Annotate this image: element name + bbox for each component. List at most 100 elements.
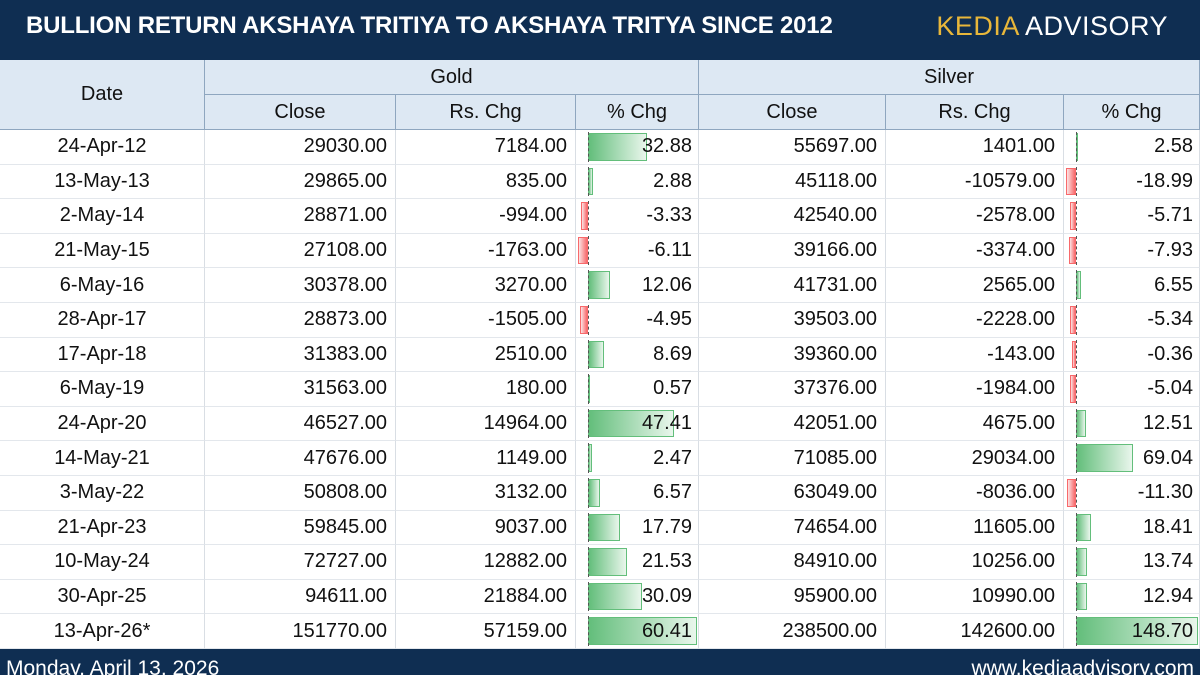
silver-pct-chg-cell: -7.93 [1064, 233, 1200, 269]
silver-close-cell: 37376.00 [699, 372, 886, 407]
silver-close-cell: 42540.00 [699, 199, 886, 234]
date-cell: 6-May-16 [0, 268, 205, 303]
footer-website-link[interactable]: www.kediaadvisory.com [971, 657, 1194, 680]
gold-rs-chg-cell: 9037.00 [396, 510, 576, 546]
silver-close-header[interactable]: Close [699, 95, 886, 130]
zero-axis-line [1076, 374, 1077, 404]
gold-close-cell: 46527.00 [205, 406, 396, 442]
gold-group-header: Gold [205, 60, 699, 95]
gold-rs-chg-cell: 57159.00 [396, 614, 576, 649]
gold-pct-chg-cell: 2.47 [576, 441, 699, 476]
gold-pct-chg-bar [588, 133, 648, 161]
silver-pct-chg-cell: 18.41 [1064, 510, 1200, 546]
gold-rs-chg-cell: -994.00 [396, 199, 576, 234]
silver-pct-chg-cell: 12.94 [1064, 579, 1200, 615]
gold-close-cell: 47676.00 [205, 441, 396, 476]
gold-close-header[interactable]: Close [205, 95, 396, 130]
gold-rs-chg-cell: 3132.00 [396, 476, 576, 511]
zero-axis-line [1076, 201, 1077, 231]
gold-pct-chg-value: -3.33 [646, 204, 692, 227]
gold-close-cell: 31563.00 [205, 372, 396, 407]
silver-pct-chg-value: -11.30 [1137, 481, 1193, 504]
silver-close-cell: 39166.00 [699, 233, 886, 269]
silver-pct-chg-bar [1069, 202, 1076, 230]
gold-close-cell: 27108.00 [205, 233, 396, 269]
zero-axis-line [588, 616, 589, 646]
silver-group-header: Silver [699, 60, 1200, 95]
zero-axis-line [588, 235, 589, 266]
gold-pct-chg-bar [579, 306, 588, 334]
zero-axis-line [1076, 339, 1077, 370]
silver-pct-chg-cell: 2.58 [1064, 130, 1200, 165]
zero-axis-line [588, 339, 589, 370]
gold-pct-chg-bar [588, 479, 600, 507]
gold-pct-chg-bar [588, 582, 643, 611]
gold-pct-chg-cell: 17.79 [576, 510, 699, 546]
silver-pct-chg-header[interactable]: % Chg [1064, 95, 1200, 130]
silver-close-cell: 39503.00 [699, 303, 886, 338]
gold-rs-chg-cell: 1149.00 [396, 441, 576, 476]
zero-axis-line [588, 547, 589, 577]
date-cell: 10-May-24 [0, 545, 205, 580]
gold-pct-chg-cell: 8.69 [576, 337, 699, 373]
silver-close-cell: 45118.00 [699, 164, 886, 200]
brand-logo: KEDIA ADVISORY [936, 11, 1168, 42]
date-cell: 21-May-15 [0, 233, 205, 269]
zero-axis-line [1076, 235, 1077, 266]
gold-pct-chg-bar [588, 340, 604, 369]
silver-pct-chg-value: -5.04 [1147, 377, 1193, 400]
gold-pct-chg-bar [580, 202, 588, 230]
silver-rs-chg-cell: -143.00 [886, 337, 1064, 373]
silver-pct-chg-bar [1076, 444, 1133, 472]
silver-pct-chg-cell: -11.30 [1064, 476, 1200, 511]
gold-pct-chg-cell: 47.41 [576, 406, 699, 442]
date-cell: 24-Apr-12 [0, 130, 205, 165]
silver-close-cell: 42051.00 [699, 406, 886, 442]
gold-pct-chg-value: 17.79 [641, 515, 692, 538]
silver-pct-chg-cell: -5.34 [1064, 303, 1200, 338]
gold-rs-chg-cell: 7184.00 [396, 130, 576, 165]
date-cell: 2-May-14 [0, 199, 205, 234]
silver-pct-chg-value: 6.55 [1154, 273, 1193, 296]
zero-axis-line [588, 132, 589, 162]
zero-axis-line [588, 408, 589, 439]
silver-rs-chg-cell: 29034.00 [886, 441, 1064, 476]
silver-pct-chg-cell: -5.04 [1064, 372, 1200, 407]
zero-axis-line [588, 374, 589, 404]
silver-pct-chg-bar [1076, 409, 1087, 438]
gold-pct-chg-bar [578, 236, 588, 265]
gold-rs-chg-cell: 12882.00 [396, 545, 576, 580]
silver-rs-chg-cell: 10256.00 [886, 545, 1064, 580]
zero-axis-line [588, 305, 589, 335]
silver-rs-chg-header[interactable]: Rs. Chg [886, 95, 1064, 130]
zero-axis-line [588, 512, 589, 543]
gold-pct-chg-value: 2.47 [653, 446, 692, 469]
zero-axis-line [1076, 270, 1077, 300]
zero-axis-line [1076, 581, 1077, 612]
title-bar: BULLION RETURN AKSHAYA TRITIYA TO AKSHAY… [0, 0, 1200, 60]
silver-close-cell: 55697.00 [699, 130, 886, 165]
silver-rs-chg-cell: 10990.00 [886, 579, 1064, 615]
silver-close-cell: 71085.00 [699, 441, 886, 476]
silver-pct-chg-bar [1076, 513, 1092, 542]
zero-axis-line [1076, 547, 1077, 577]
silver-close-cell: 74654.00 [699, 510, 886, 546]
silver-close-cell: 238500.00 [699, 614, 886, 649]
date-column-header[interactable]: Date [0, 60, 205, 130]
gold-close-cell: 28873.00 [205, 303, 396, 338]
silver-close-cell: 41731.00 [699, 268, 886, 303]
date-cell: 14-May-21 [0, 441, 205, 476]
gold-pct-chg-value: 32.88 [641, 135, 692, 158]
gold-close-cell: 94611.00 [205, 579, 396, 615]
silver-rs-chg-cell: -2578.00 [886, 199, 1064, 234]
gold-close-cell: 50808.00 [205, 476, 396, 511]
gold-pct-chg-header[interactable]: % Chg [576, 95, 699, 130]
gold-close-cell: 72727.00 [205, 545, 396, 580]
gold-pct-chg-value: 30.09 [641, 585, 692, 608]
gold-rs-chg-header[interactable]: Rs. Chg [396, 95, 576, 130]
gold-rs-chg-cell: 180.00 [396, 372, 576, 407]
zero-axis-line [1076, 616, 1077, 646]
silver-pct-chg-value: 69.04 [1142, 446, 1193, 469]
gold-pct-chg-value: -4.95 [646, 308, 692, 331]
silver-pct-chg-cell: -18.99 [1064, 164, 1200, 200]
